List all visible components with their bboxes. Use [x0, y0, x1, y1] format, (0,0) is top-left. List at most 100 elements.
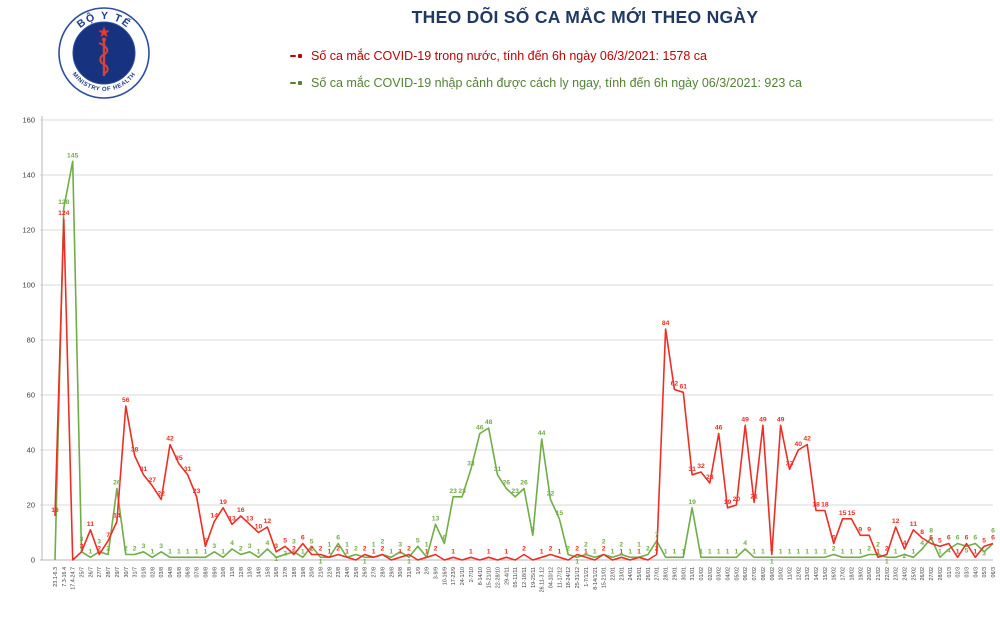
svg-text:22-28/10: 22-28/10: [496, 567, 502, 588]
svg-text:23: 23: [449, 488, 457, 495]
svg-text:160: 160: [22, 116, 35, 125]
svg-text:1: 1: [770, 559, 774, 566]
svg-text:04/3: 04/3: [973, 567, 979, 578]
svg-text:1: 1: [257, 548, 261, 555]
svg-text:26/7: 26/7: [88, 567, 94, 578]
svg-text:1: 1: [504, 548, 508, 555]
svg-text:1: 1: [195, 548, 199, 555]
svg-text:27/02: 27/02: [929, 567, 935, 581]
svg-text:49: 49: [777, 416, 785, 423]
svg-text:6: 6: [991, 528, 995, 535]
svg-text:3: 3: [80, 543, 84, 550]
svg-text:2: 2: [549, 546, 553, 553]
svg-text:16: 16: [51, 507, 59, 514]
svg-text:40: 40: [27, 446, 35, 455]
svg-text:61: 61: [680, 383, 688, 390]
svg-text:84: 84: [662, 320, 670, 327]
svg-text:15/8: 15/8: [265, 567, 271, 578]
svg-text:2: 2: [283, 550, 287, 557]
svg-text:12-18/11: 12-18/11: [522, 567, 528, 588]
svg-text:9: 9: [531, 526, 535, 533]
svg-text:1: 1: [487, 548, 491, 555]
svg-text:24/01: 24/01: [628, 567, 634, 581]
svg-text:2/9: 2/9: [425, 567, 431, 575]
svg-text:1: 1: [593, 548, 597, 555]
svg-text:1: 1: [389, 548, 393, 555]
svg-text:13/8: 13/8: [248, 567, 254, 578]
svg-text:1: 1: [752, 548, 756, 555]
svg-text:26/8: 26/8: [363, 567, 369, 578]
svg-text:35: 35: [175, 455, 183, 462]
svg-text:19: 19: [219, 499, 227, 506]
svg-text:3: 3: [80, 536, 84, 543]
svg-text:23: 23: [511, 488, 519, 495]
svg-text:1: 1: [398, 548, 402, 555]
svg-text:1/9: 1/9: [416, 567, 422, 575]
svg-text:3: 3: [398, 541, 402, 548]
svg-text:22/01: 22/01: [611, 567, 617, 581]
svg-text:20: 20: [27, 501, 35, 510]
svg-text:26: 26: [520, 480, 528, 487]
svg-text:26: 26: [113, 480, 121, 487]
svg-text:1: 1: [885, 559, 889, 566]
svg-text:30/8: 30/8: [398, 567, 404, 578]
svg-text:3: 3: [159, 543, 163, 550]
svg-text:1: 1: [345, 548, 349, 555]
svg-text:6: 6: [965, 535, 969, 542]
svg-text:11: 11: [87, 521, 94, 528]
svg-text:42: 42: [166, 436, 174, 443]
svg-text:33: 33: [786, 460, 794, 467]
svg-text:25/01: 25/01: [637, 567, 643, 581]
svg-text:1: 1: [584, 548, 588, 555]
svg-text:19: 19: [688, 499, 696, 506]
svg-text:10/8: 10/8: [221, 567, 227, 578]
svg-text:11: 11: [910, 521, 917, 528]
svg-text:06/8: 06/8: [186, 567, 192, 578]
svg-text:20/8: 20/8: [310, 567, 316, 578]
svg-text:40: 40: [795, 441, 803, 448]
svg-text:05/02: 05/02: [734, 567, 740, 581]
svg-text:1: 1: [761, 548, 765, 555]
svg-text:14: 14: [113, 513, 121, 520]
green-dash-marker: [290, 81, 304, 85]
svg-text:9: 9: [867, 526, 871, 533]
svg-text:49: 49: [759, 416, 767, 423]
svg-text:1: 1: [301, 548, 305, 555]
svg-text:21/8: 21/8: [319, 567, 325, 578]
svg-text:28/01: 28/01: [664, 567, 670, 581]
svg-text:18/8: 18/8: [292, 567, 298, 578]
svg-text:15: 15: [848, 510, 856, 517]
svg-text:18-24/12: 18-24/12: [566, 567, 572, 588]
svg-text:1: 1: [779, 548, 783, 555]
svg-text:145: 145: [67, 152, 79, 159]
svg-text:1: 1: [611, 548, 615, 555]
svg-text:13/02: 13/02: [805, 567, 811, 581]
svg-text:32: 32: [697, 463, 705, 470]
svg-text:5: 5: [416, 537, 420, 544]
svg-text:14: 14: [211, 513, 219, 520]
svg-text:42: 42: [803, 436, 811, 443]
legend-item-domestic: Số ca mắc COVID-19 trong nước, tính đến …: [290, 49, 802, 63]
svg-text:1: 1: [717, 548, 721, 555]
svg-text:05-11/11: 05-11/11: [513, 567, 519, 587]
svg-text:28/7: 28/7: [106, 567, 112, 578]
svg-text:1: 1: [150, 548, 154, 555]
svg-text:30/7: 30/7: [124, 567, 130, 578]
svg-text:22: 22: [157, 491, 165, 498]
svg-text:1: 1: [637, 548, 641, 555]
svg-text:2: 2: [522, 546, 526, 553]
svg-text:1: 1: [805, 548, 809, 555]
svg-text:3: 3: [982, 550, 986, 557]
svg-text:21/02: 21/02: [876, 567, 882, 581]
ministry-of-health-logo: BỘ Y TẾ MINISTRY OF HEALTH: [57, 6, 151, 100]
header: BỘ Y TẾ MINISTRY OF HEALTH THEO DÕI SỐ C…: [0, 0, 1000, 110]
svg-text:6: 6: [956, 535, 960, 542]
svg-text:1: 1: [204, 548, 208, 555]
svg-text:17.4-24.7: 17.4-24.7: [71, 567, 77, 590]
svg-text:2-7/10: 2-7/10: [469, 567, 475, 582]
svg-text:29-4/11: 29-4/11: [504, 567, 510, 585]
svg-text:20: 20: [733, 496, 741, 503]
svg-text:1-7/1/21: 1-7/1/21: [584, 567, 590, 587]
